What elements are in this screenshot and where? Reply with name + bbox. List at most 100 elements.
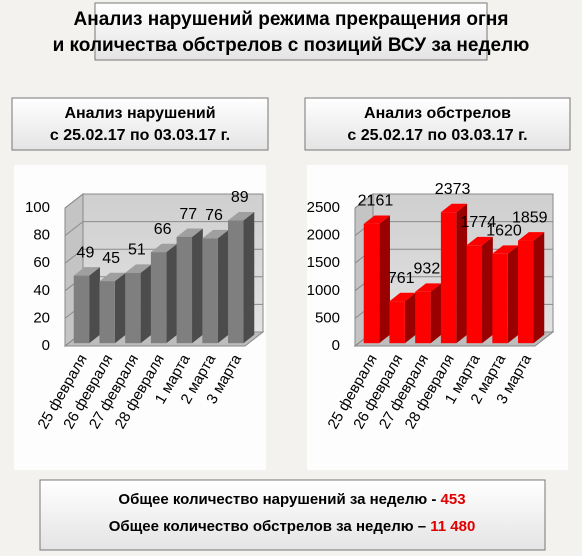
bar-front <box>176 236 193 344</box>
summary-line: Общее количество нарушений за неделю - 4… <box>118 491 465 508</box>
bar <box>150 243 178 344</box>
bar-side <box>217 229 229 344</box>
bar <box>176 228 203 344</box>
bar <box>125 264 152 344</box>
value-label: 1620 <box>486 223 522 240</box>
value-label: 2161 <box>358 193 394 210</box>
bar-top <box>202 229 229 239</box>
bar-side <box>404 292 416 344</box>
grid-line <box>64 221 263 236</box>
chart-subtitle: с 25.02.17 по 03.03.17 г. <box>50 127 230 144</box>
bar <box>492 245 519 344</box>
bar-side <box>456 203 468 344</box>
subtitle-box <box>11 97 269 151</box>
value-label: 51 <box>128 242 146 259</box>
value-label: 76 <box>205 207 223 224</box>
bar <box>202 229 229 344</box>
bar-front <box>363 223 380 344</box>
bar <box>466 236 493 344</box>
value-label: 45 <box>102 250 120 267</box>
bar-top <box>176 228 203 237</box>
bar-side <box>243 211 255 344</box>
y-tick-label: 20 <box>33 309 50 326</box>
bar-side <box>379 215 390 344</box>
bar-top <box>99 272 126 282</box>
bar-front <box>518 240 534 344</box>
bar <box>99 272 126 344</box>
bar-front <box>202 238 218 344</box>
bar-top <box>466 236 493 246</box>
y-tick-label: 100 <box>25 199 50 216</box>
y-tick-label: 0 <box>42 337 50 354</box>
bar-front <box>99 281 115 344</box>
chart-title: Анализ нарушений <box>64 105 215 122</box>
value-label: 1774 <box>461 214 497 231</box>
value-label: 761 <box>388 270 415 287</box>
y-tick-label: 2000 <box>307 227 340 244</box>
value-label: 932 <box>414 261 441 278</box>
grid-line <box>354 193 553 209</box>
bar-top <box>492 245 519 254</box>
bar-front <box>73 275 90 344</box>
summary-label: Общее количество обстрелов за неделю – <box>109 518 426 535</box>
bar <box>228 211 255 344</box>
bar-top <box>440 203 468 213</box>
bar-top <box>363 215 390 224</box>
bar-side <box>430 283 442 344</box>
summary-value: 11 480 <box>430 518 475 535</box>
grid-line <box>64 193 263 209</box>
chart-title: Анализ обстрелов <box>364 105 511 122</box>
bar-side <box>192 228 203 344</box>
summary-line: Общее количество обстрелов за неделю – 1… <box>109 518 476 535</box>
bar-top <box>150 243 178 253</box>
bar-front <box>125 272 141 344</box>
y-tick-label: 1500 <box>307 254 340 271</box>
subtitle-box <box>304 97 571 151</box>
value-label: 2373 <box>435 181 471 198</box>
value-label: 1859 <box>512 209 548 226</box>
y-tick-label: 0 <box>332 337 340 354</box>
bar-front <box>228 220 244 344</box>
bar-top <box>125 264 152 273</box>
value-label: 66 <box>154 221 172 238</box>
bar <box>415 283 442 344</box>
bar-front <box>466 245 483 344</box>
header-title: Анализ нарушений режима прекращения огня <box>74 9 509 30</box>
bar-front <box>150 252 167 344</box>
bar-front <box>389 301 405 344</box>
bar-side <box>140 264 152 344</box>
y-tick-label: 1000 <box>307 282 340 299</box>
bar <box>518 232 545 344</box>
bar <box>363 215 390 344</box>
y-tick-label: 80 <box>33 227 50 244</box>
summary-label: Общее количество нарушений за неделю - <box>118 491 436 508</box>
bar-top <box>228 211 255 221</box>
bar-top <box>389 292 416 302</box>
bar <box>73 267 100 344</box>
bar-front <box>415 291 431 344</box>
bar-top <box>415 283 442 292</box>
header-box <box>94 2 488 61</box>
header-title: и количества обстрелов с позиций ВСУ за … <box>53 35 530 56</box>
bar-side <box>482 236 493 344</box>
y-tick-label: 500 <box>315 309 340 326</box>
value-label: 77 <box>179 206 197 223</box>
value-label: 89 <box>231 189 249 206</box>
summary-value: 453 <box>441 491 466 508</box>
value-label: 49 <box>77 244 95 261</box>
bar-side <box>507 245 519 344</box>
bar-front <box>440 212 457 344</box>
chart-subtitle: с 25.02.17 по 03.03.17 г. <box>347 127 527 144</box>
bar <box>389 292 416 344</box>
y-tick-label: 2500 <box>307 199 340 216</box>
y-tick-label: 40 <box>33 282 50 299</box>
bar-side <box>114 272 126 344</box>
y-tick-label: 60 <box>33 254 50 271</box>
bar-side <box>89 267 100 344</box>
bar-top <box>73 267 100 276</box>
summary-box <box>39 479 546 551</box>
bar-side <box>166 243 178 344</box>
bar <box>440 203 468 344</box>
bar-side <box>533 232 545 344</box>
bar-top <box>518 232 545 241</box>
